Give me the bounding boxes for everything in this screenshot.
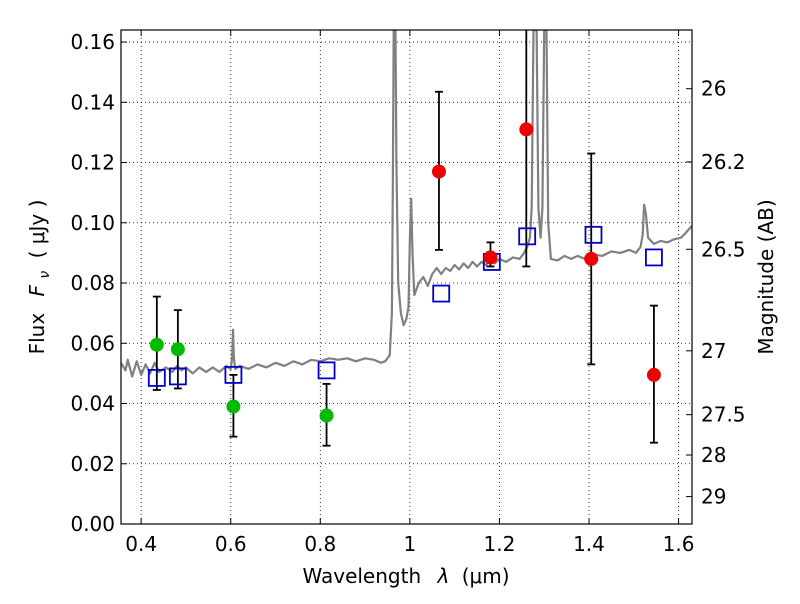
x-tick-label: 0.8 <box>304 532 336 556</box>
y-axis-label-unit: ( μJy ) <box>25 200 49 259</box>
green-data-point <box>319 408 334 423</box>
model-spectrum-line <box>121 30 692 378</box>
plot-background <box>121 30 692 524</box>
y2-tick-label: 27.5 <box>701 403 746 427</box>
y-tick-label: 0.14 <box>70 90 115 114</box>
y-axis-label: Flux F ν ( μJy ) <box>25 200 54 355</box>
model-square-marker <box>518 227 537 246</box>
y2-tick-label: 29 <box>701 485 726 509</box>
y-axis-label-text: Flux <box>25 313 49 355</box>
y-tick-label: 0.06 <box>70 331 115 355</box>
green-data-point <box>226 399 241 414</box>
model-square-marker <box>224 365 243 384</box>
model-square-marker <box>317 361 336 380</box>
x-tick-label: 0.4 <box>125 532 157 556</box>
green-data-point <box>149 337 164 352</box>
x-axis-label-symbol: λ <box>437 564 450 588</box>
model-square-marker <box>584 225 603 244</box>
y-axis-label-subscript: ν <box>37 271 53 279</box>
spectrum-layer <box>121 30 692 378</box>
green-data-point <box>170 342 185 357</box>
marker-layer <box>147 30 663 447</box>
x-tick-label: 0.6 <box>215 532 247 556</box>
model-square-marker <box>168 367 187 386</box>
x-axis-label-text: Wavelength <box>302 564 421 588</box>
y-tick-label: 0.00 <box>70 512 115 536</box>
red-data-point <box>584 251 599 266</box>
red-data-point <box>646 367 661 382</box>
y-tick-label: 0.02 <box>70 452 115 476</box>
x-tick-label: 1.2 <box>484 532 516 556</box>
y2-tick-label: 26 <box>701 77 726 101</box>
red-data-point <box>483 250 498 265</box>
plot-frame <box>120 29 693 525</box>
model-square-marker <box>432 284 451 303</box>
x-tick-label: 1.6 <box>663 532 695 556</box>
y2-axis-label: Magnitude (AB) <box>754 199 778 354</box>
y2-tick-label: 26.5 <box>701 237 746 261</box>
x-tick-label: 1.4 <box>573 532 605 556</box>
x-tick-label: 1 <box>403 532 416 556</box>
y-axis-label-symbol: F <box>25 284 49 296</box>
y2-tick-label: 28 <box>701 443 726 467</box>
y-tick-label: 0.08 <box>70 271 115 295</box>
y2-tick-label: 27 <box>701 339 726 363</box>
y-tick-label: 0.04 <box>70 392 115 416</box>
y-tick-label: 0.16 <box>70 30 115 54</box>
tick-layer: 0.4 0.6 0.8 1 1.2 1.4 1.6 0.00 0.02 0.04 0.06 0.08 0… <box>70 30 746 556</box>
y2-tick-label: 26.2 <box>701 150 746 174</box>
red-data-point <box>431 164 446 179</box>
y-tick-label: 0.10 <box>70 211 115 235</box>
model-square-marker <box>147 369 166 387</box>
x-axis-label: Wavelength λ (μm) <box>302 564 509 588</box>
red-data-point <box>519 122 534 137</box>
y-tick-label: 0.12 <box>70 151 115 175</box>
x-axis-label-unit: (μm) <box>462 564 510 588</box>
model-square-marker <box>645 248 663 267</box>
